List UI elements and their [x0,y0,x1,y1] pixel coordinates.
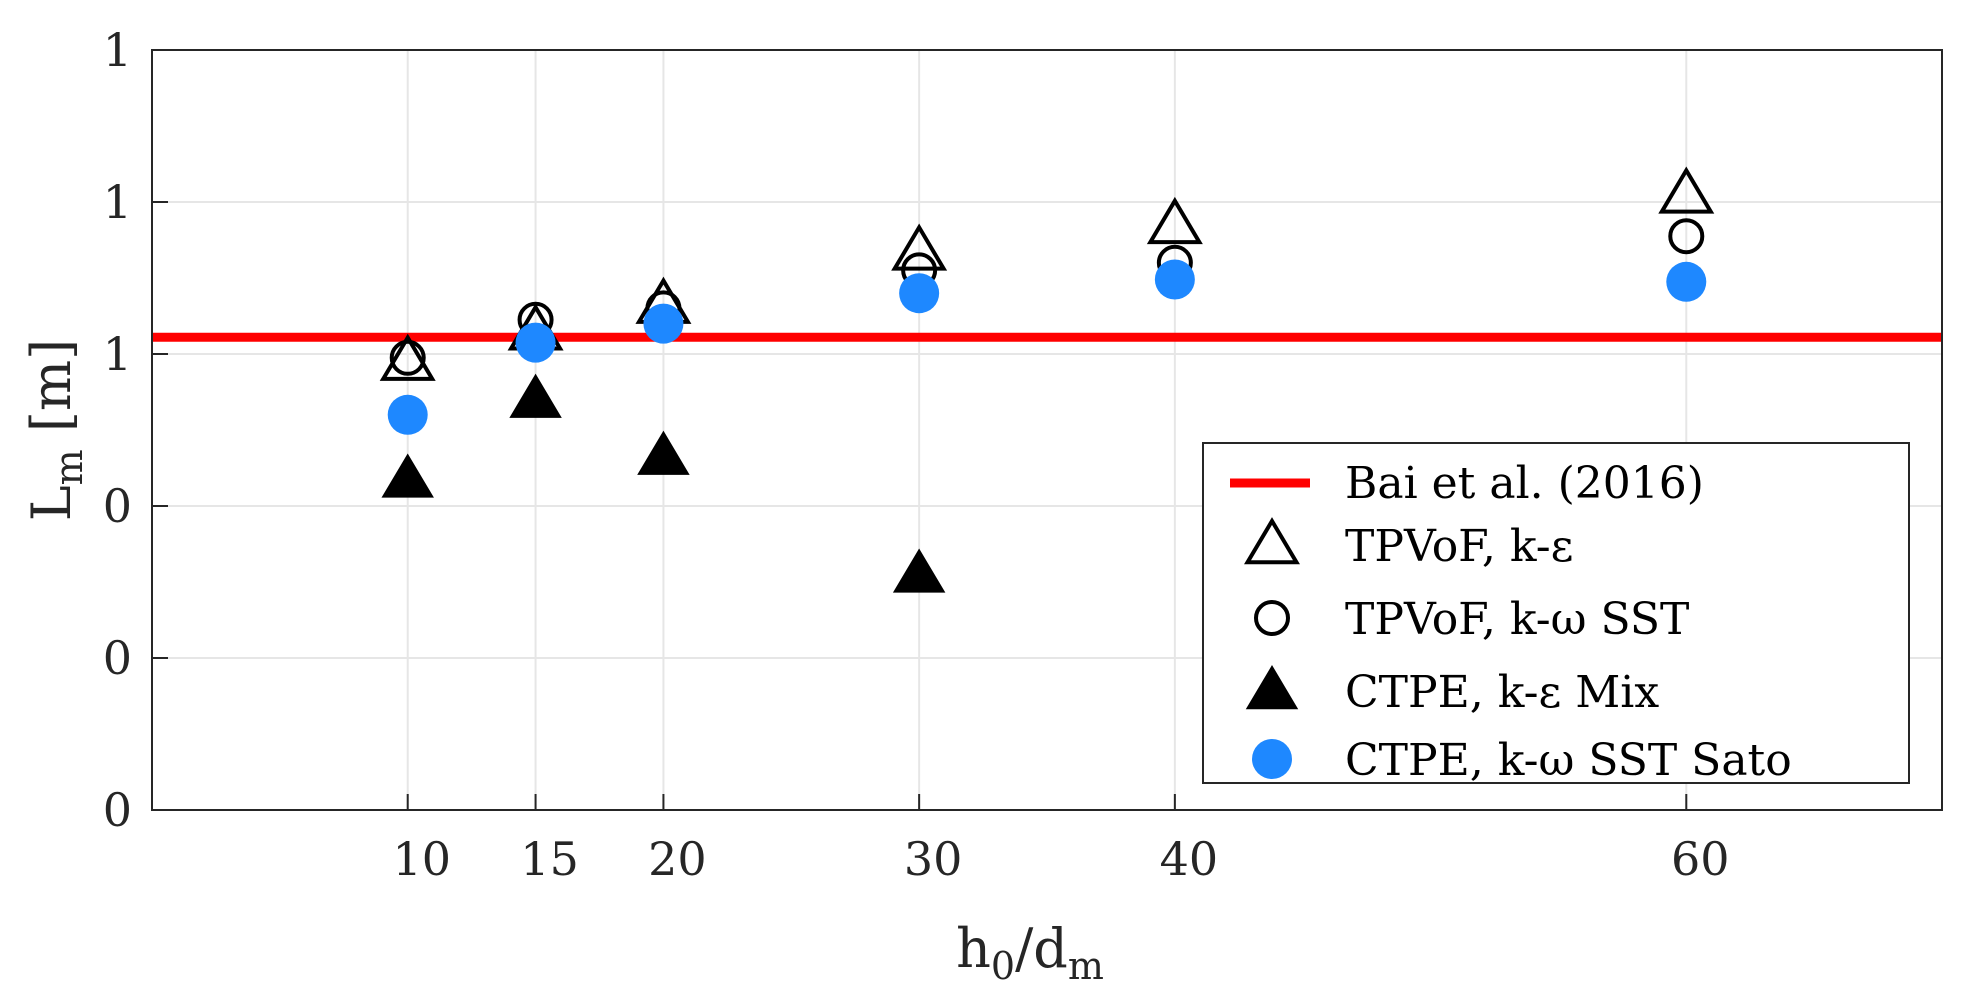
y-tick-label: 0 [103,479,132,533]
y-ticks: 0 0 0 1 1 1 [103,23,168,837]
x-tick-label: 15 [520,832,579,886]
y-tick-label: 1 [103,23,132,77]
data-point-circle-filled [643,303,684,344]
legend: Bai et al. (2016) TPVoF, k-ε TPVoF, k-ω S… [1202,442,1910,786]
legend-marker-circle-open [1254,600,1290,636]
data-point-circle-open [389,339,426,376]
x-axis-label-sub1: 0 [991,944,1015,988]
x-axis-label-mid: /d [1015,917,1068,980]
legend-marker-triangle-open [1244,517,1300,565]
y-axis-label-sub: m [47,449,91,485]
legend-label-bai: Bai et al. (2016) [1345,458,1704,509]
data-point-triangle-filled [892,548,946,593]
data-point-triangle-open [1658,166,1715,214]
x-axis-label-main: h [956,917,991,980]
data-point-circle-filled [1666,261,1707,302]
markers [379,166,1715,593]
x-tick-label: 60 [1671,832,1730,886]
x-tick-label: 40 [1160,832,1219,886]
data-point-triangle-open [891,223,948,271]
legend-label: CTPE, k-ε Mix [1345,667,1659,718]
data-point-triangle-open [1146,196,1203,245]
y-tick-label: 0 [103,783,132,837]
x-tick-label: 10 [392,832,451,886]
legend-marker-triangle-filled [1245,665,1299,710]
legend-label: TPVoF, k-ω SST [1345,594,1689,645]
data-point-circle-open [1668,218,1705,255]
data-point-circle-filled [515,322,556,363]
legend-marker-circle-filled [1252,739,1292,779]
y-axis-label-main: L [20,485,83,521]
y-axis-label-unit: [m] [20,339,83,450]
data-point-triangle-filled [637,430,690,475]
plot-frame [151,49,1943,811]
x-tick-label: 20 [648,832,707,886]
data-point-circle-filled [387,394,428,435]
y-axis-label: Lm [m] [20,339,91,521]
data-point-circle-filled [1154,259,1195,300]
y-tick-label: 0 [103,631,132,685]
data-point-circle-filled [899,273,940,314]
x-tick-label: 30 [904,832,963,886]
grid [152,49,1942,811]
legend-label: CTPE, k-ω SST Sato [1345,735,1792,786]
data-point-triangle-filled [509,373,562,418]
data-point-triangle-filled [381,453,434,498]
data-point-triangle-open [379,333,436,381]
x-ticks: 10 15 20 30 40 60 [392,794,1730,886]
legend-label: TPVoF, k-ε [1345,521,1573,572]
y-tick-label: 1 [103,175,132,229]
y-tick-label: 1 [103,327,132,381]
x-axis-label: h0/dm [956,917,1104,988]
x-axis-label-sub2: m [1068,944,1104,988]
legend-box [1202,442,1910,784]
